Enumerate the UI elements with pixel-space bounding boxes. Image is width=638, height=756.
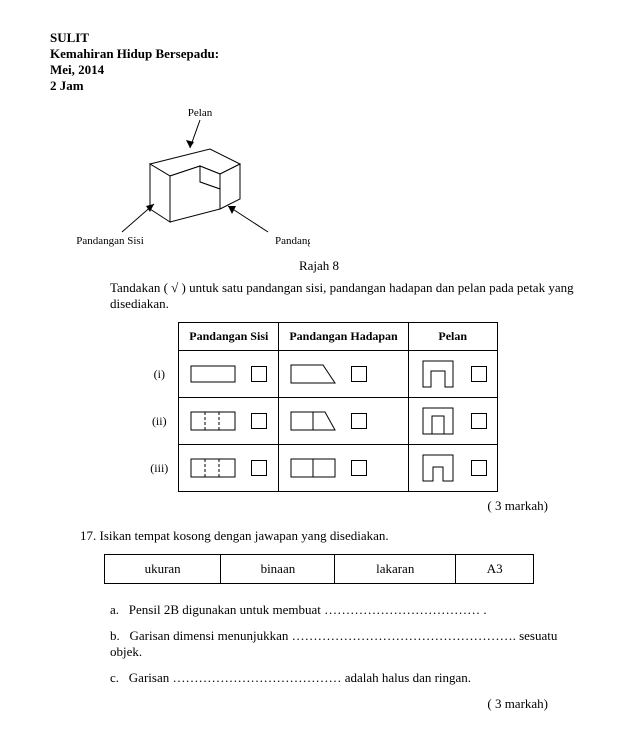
checkbox[interactable] bbox=[471, 413, 487, 429]
item-label: b. bbox=[110, 628, 120, 643]
sisi-shape-iii bbox=[189, 455, 239, 481]
checkbox[interactable] bbox=[351, 366, 367, 382]
row-label: (ii) bbox=[140, 398, 179, 445]
table-row: (ii) bbox=[140, 398, 497, 445]
checkbox[interactable] bbox=[351, 413, 367, 429]
label-sisi: Pandangan Sisi bbox=[76, 235, 144, 247]
word-bank-table: ukuran binaan lakaran A3 bbox=[104, 554, 534, 584]
fill-blank-list: a. Pensil 2B digunakan untuk membuat ………… bbox=[110, 602, 588, 686]
hadapan-shape-iii bbox=[289, 455, 339, 481]
question-17: 17. Isikan tempat kosong dengan jawapan … bbox=[80, 528, 588, 544]
views-table: Pandangan Sisi Pandangan Hadapan Pelan (… bbox=[140, 322, 497, 492]
q17-number: 17. bbox=[80, 528, 96, 543]
hadapan-shape-i bbox=[289, 361, 339, 387]
header-line: Kemahiran Hidup Bersepadu: bbox=[50, 46, 588, 62]
item-label: c. bbox=[110, 670, 119, 685]
sisi-shape-ii bbox=[189, 408, 239, 434]
col-header: Pandangan Sisi bbox=[179, 323, 279, 351]
row-label: (i) bbox=[140, 351, 179, 398]
item-text: Garisan ………………………………… adalah halus dan r… bbox=[129, 670, 471, 685]
word-cell: ukuran bbox=[104, 555, 221, 584]
row-label: (iii) bbox=[140, 445, 179, 492]
pelan-shape-i bbox=[419, 357, 459, 391]
col-header: Pelan bbox=[408, 323, 497, 351]
checkbox[interactable] bbox=[251, 460, 267, 476]
word-cell: A3 bbox=[456, 555, 534, 584]
fill-item-c: c. Garisan ………………………………… adalah halus da… bbox=[110, 670, 588, 686]
word-cell: binaan bbox=[221, 555, 335, 584]
checkbox[interactable] bbox=[471, 460, 487, 476]
checkbox[interactable] bbox=[251, 413, 267, 429]
isometric-svg: Pelan Pandangan Sisi Pandangan Hadapan bbox=[50, 104, 310, 254]
table-row: (iii) bbox=[140, 445, 497, 492]
q17-text: Isikan tempat kosong dengan jawapan yang… bbox=[100, 528, 389, 543]
marks-text-q17: ( 3 markah) bbox=[50, 696, 548, 712]
fill-item-b: b. Garisan dimensi menunjukkan ………………………… bbox=[110, 628, 588, 660]
col-header: Pandangan Hadapan bbox=[279, 323, 408, 351]
hadapan-shape-ii bbox=[289, 408, 339, 434]
instruction-text: Tandakan ( √ ) untuk satu pandangan sisi… bbox=[110, 280, 588, 312]
fill-item-a: a. Pensil 2B digunakan untuk membuat ………… bbox=[110, 602, 588, 618]
label-pelan: Pelan bbox=[188, 107, 213, 119]
label-hadapan: Pandangan Hadapan bbox=[275, 235, 310, 247]
doc-header: SULIT Kemahiran Hidup Bersepadu: Mei, 20… bbox=[50, 30, 588, 94]
checkbox[interactable] bbox=[251, 366, 267, 382]
sisi-shape-i bbox=[189, 361, 239, 387]
pelan-shape-iii bbox=[419, 451, 459, 485]
checkbox[interactable] bbox=[351, 460, 367, 476]
diagram-caption: Rajah 8 bbox=[50, 258, 588, 274]
item-text: Garisan dimensi menunjukkan ………………………………… bbox=[110, 628, 557, 659]
header-line: 2 Jam bbox=[50, 78, 588, 94]
header-line: Mei, 2014 bbox=[50, 62, 588, 78]
isometric-diagram: Pelan Pandangan Sisi Pandangan Hadapan bbox=[50, 104, 588, 254]
item-text: Pensil 2B digunakan untuk membuat ………………… bbox=[129, 602, 487, 617]
header-line: SULIT bbox=[50, 30, 588, 46]
marks-text: ( 3 markah) bbox=[50, 498, 548, 514]
word-cell: lakaran bbox=[335, 555, 456, 584]
table-row: (i) bbox=[140, 351, 497, 398]
checkbox[interactable] bbox=[471, 366, 487, 382]
item-label: a. bbox=[110, 602, 119, 617]
pelan-shape-ii bbox=[419, 404, 459, 438]
